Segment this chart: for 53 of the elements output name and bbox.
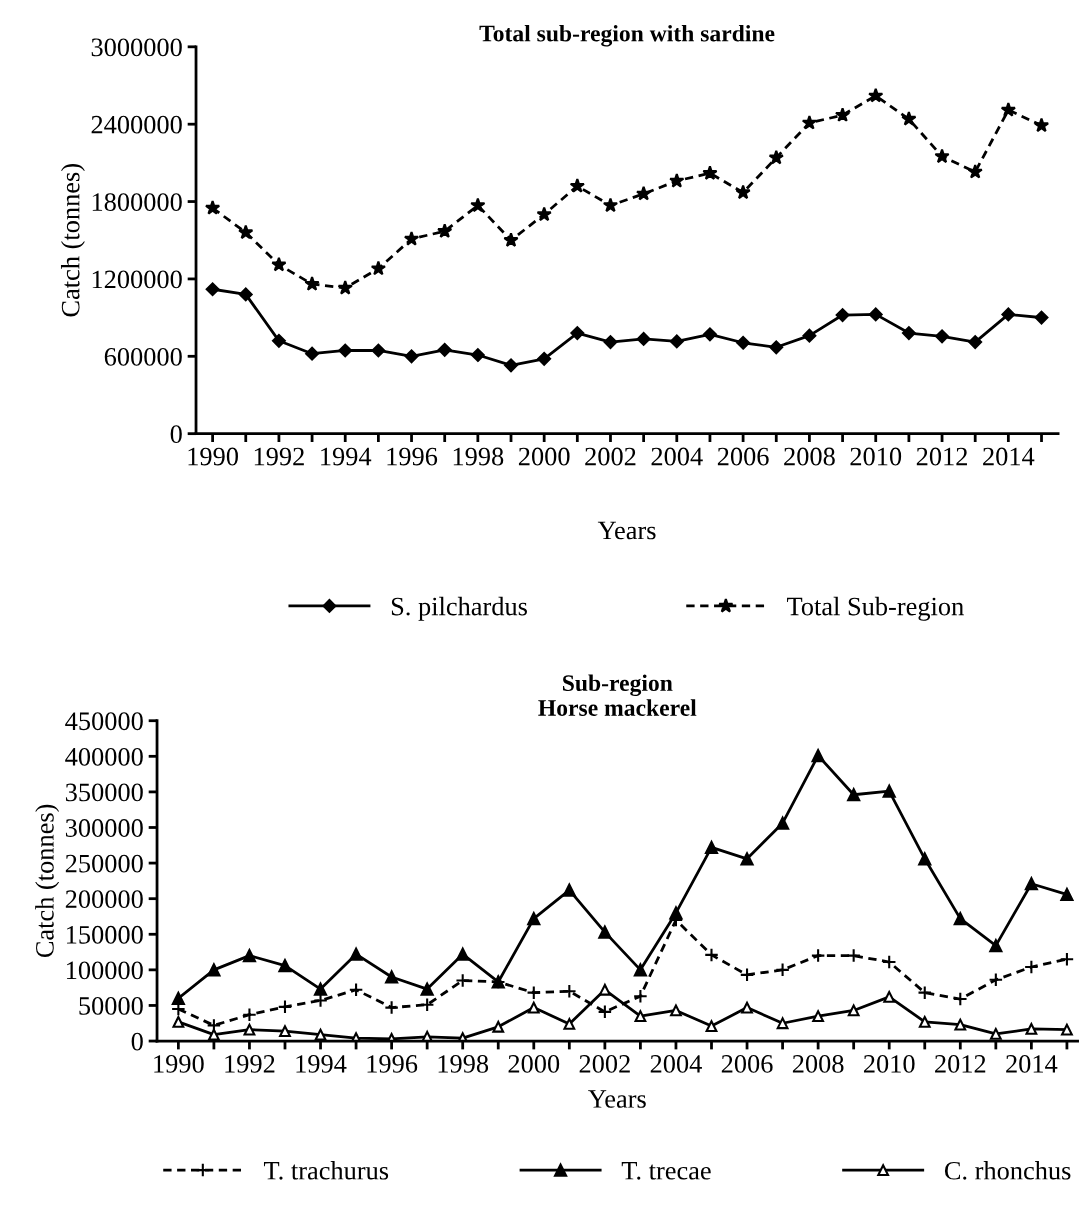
x-tick-label: 1994 bbox=[296, 1055, 347, 1073]
x-tick-label: 1992 bbox=[254, 447, 304, 466]
x-tick-label: 1998 bbox=[453, 447, 504, 466]
y-tick-label: 1200000 bbox=[92, 270, 182, 289]
x-axis-title: Years bbox=[597, 521, 656, 540]
x-tick-label: 1990 bbox=[188, 447, 238, 466]
x-tick-label: 2014 bbox=[1006, 1055, 1058, 1073]
x-tick-label: 2008 bbox=[784, 447, 835, 466]
x-tick-label: 1996 bbox=[367, 1055, 418, 1073]
x-tick-label: 2002 bbox=[579, 1055, 630, 1073]
y-tick-label: 600000 bbox=[104, 347, 182, 366]
x-tick-label: 2012 bbox=[916, 447, 967, 466]
y-tick-label: 300000 bbox=[65, 819, 143, 837]
x-tick-label: 2014 bbox=[983, 447, 1035, 466]
x-tick-label: 2004 bbox=[650, 1055, 702, 1073]
x-tick-label: 1996 bbox=[387, 447, 438, 466]
x-tick-label: 2004 bbox=[651, 447, 703, 466]
x-tick-label: 2010 bbox=[863, 1055, 915, 1073]
y-tick-label: 3000000 bbox=[91, 38, 182, 57]
y-axis-title: Catch (tonnes) bbox=[60, 164, 85, 317]
x-tick-label: 2002 bbox=[585, 447, 636, 466]
x-tick-label: 1992 bbox=[225, 1055, 275, 1073]
chart-title: Sub-region Horse mackerel bbox=[538, 674, 697, 716]
x-tick-label: 2008 bbox=[792, 1055, 844, 1073]
x-tick-label: 2012 bbox=[935, 1055, 986, 1073]
legend-label: Total Sub-region bbox=[787, 596, 964, 621]
x-tick-label: 2000 bbox=[508, 1055, 560, 1073]
y-tick-label: 350000 bbox=[65, 783, 143, 802]
x-tick-label: 1994 bbox=[321, 447, 372, 466]
x-tick-label: 1990 bbox=[154, 1055, 204, 1073]
y-axis-title: Catch (tonnes) bbox=[35, 804, 60, 958]
x-tick-label: 2000 bbox=[518, 447, 570, 466]
y-tick-label: 0 bbox=[170, 425, 182, 444]
y-tick-label: 1800000 bbox=[92, 193, 182, 211]
x-tick-label: 1998 bbox=[438, 1055, 489, 1073]
chart-title: Total sub-region with sardine bbox=[479, 24, 775, 47]
y-tick-label: 100000 bbox=[67, 961, 143, 980]
x-tick-label: 2006 bbox=[721, 1055, 773, 1073]
y-tick-label: 450000 bbox=[65, 712, 143, 731]
y-tick-label: 400000 bbox=[65, 747, 143, 766]
legend-label: C. rhonchus bbox=[944, 1161, 1071, 1180]
y-tick-label: 150000 bbox=[67, 925, 143, 944]
y-tick-label: 0 bbox=[131, 1032, 143, 1051]
y-tick-label: 2400000 bbox=[91, 115, 182, 134]
x-tick-label: 2006 bbox=[717, 447, 769, 466]
legend-label: T. trachurus bbox=[263, 1161, 389, 1180]
legend-label: T. trecae bbox=[621, 1162, 711, 1180]
x-tick-label: 2010 bbox=[850, 447, 902, 466]
y-tick-label: 200000 bbox=[65, 890, 143, 909]
y-tick-label: 250000 bbox=[65, 854, 143, 873]
y-tick-label: 50000 bbox=[79, 997, 143, 1015]
x-axis-title: Years bbox=[588, 1090, 646, 1108]
legend-label: S. pilchardus bbox=[391, 596, 527, 621]
